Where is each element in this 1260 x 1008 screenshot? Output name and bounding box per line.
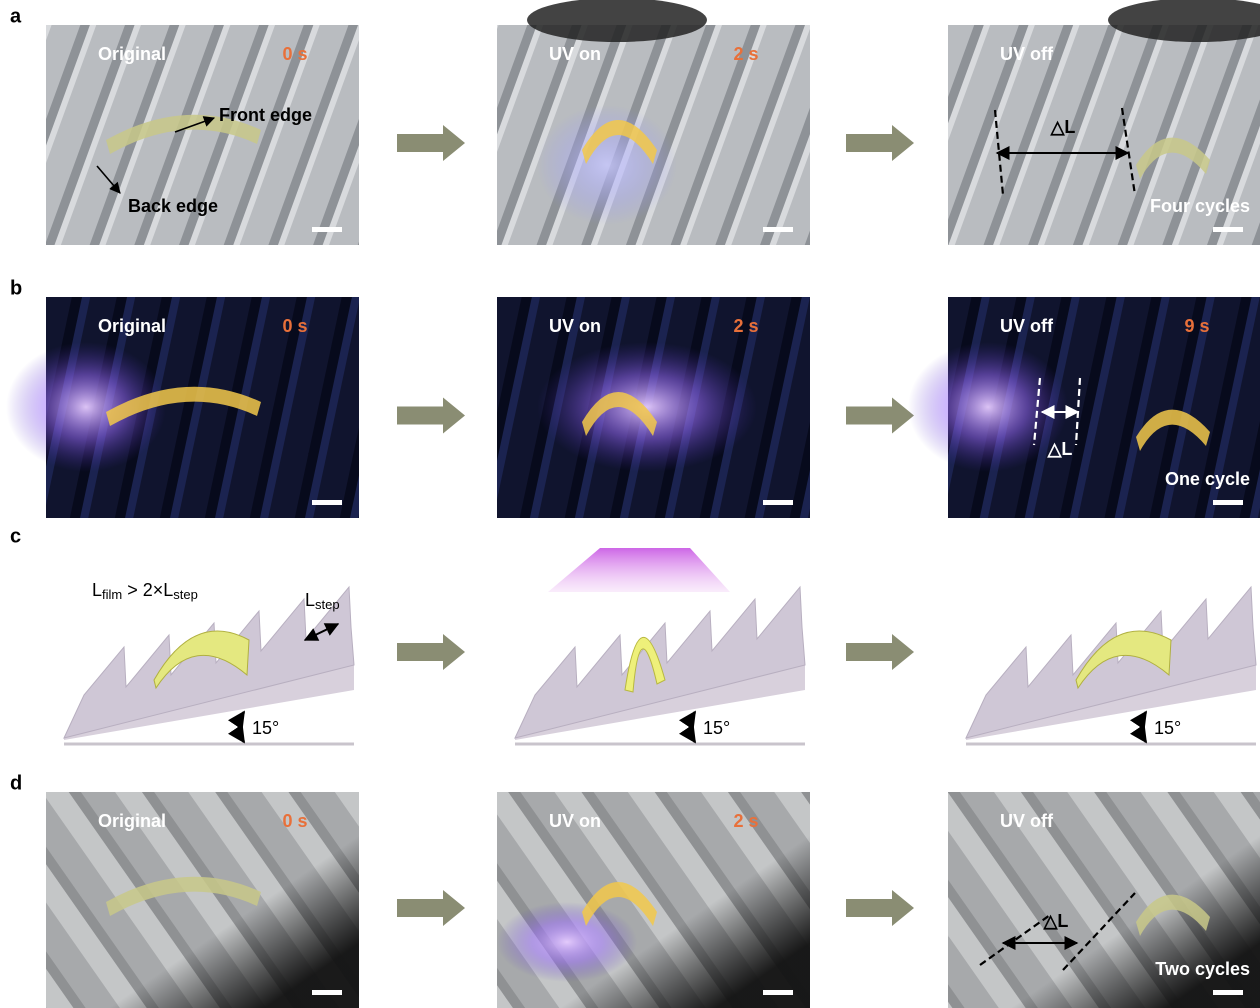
uv-glow [497,902,637,982]
step-arrow [397,634,465,670]
step-length-label: Lstep [305,590,340,613]
figure: a Original 0 s Front edge Back edge UV on 2 s U… [0,0,1260,1008]
step-arrow [397,890,465,926]
caption: UV on [549,811,601,831]
scale-bar [1213,990,1243,995]
caption: UV off [1000,316,1054,336]
scale-bar [312,500,342,505]
cycle-note: Four cycles [1150,196,1250,216]
uv-glow [908,342,1068,472]
cycle-note: Two cycles [1155,959,1250,979]
step-length-label-part: step [315,597,340,612]
panel-label: b [10,277,22,299]
caption: Original [98,316,166,336]
angle-label: 15° [1154,718,1181,738]
angle-arrow [1141,712,1146,742]
scale-bar [763,990,793,995]
step-arrow [846,398,914,434]
step-arrow [846,634,914,670]
time-label: 9 s [1184,316,1209,336]
angle-label: 15° [252,718,279,738]
step-arrow [846,125,914,161]
length-condition-part: > 2×L [122,580,173,600]
time-label: 2 s [733,44,758,64]
angle-arrow [690,712,695,742]
edge-label: Back edge [128,196,218,216]
panel-label: d [10,772,22,794]
length-condition-part: step [173,587,198,602]
panel-label: a [10,5,22,27]
length-condition-part: film [102,587,122,602]
scale-bar [312,990,342,995]
cycle-note: One cycle [1165,469,1250,489]
scale-bar [1213,500,1243,505]
time-label: 0 s [282,44,307,64]
lamp-shadow [527,0,707,42]
scale-bar [763,500,793,505]
panel-label: c [10,525,21,547]
time-label: 2 s [733,811,758,831]
caption: UV on [549,316,601,336]
scale-bar [312,227,342,232]
time-label: 0 s [282,316,307,336]
caption: UV off [1000,811,1054,831]
delta-l-label: △L [1050,117,1076,137]
uv-beam [548,548,730,592]
step-length-label-part: L [305,590,315,610]
caption: Original [98,44,166,64]
caption: UV off [1000,44,1054,64]
step-arrow [397,398,465,434]
step-teeth [966,587,1256,738]
caption: Original [98,811,166,831]
photo [497,792,810,1008]
delta-l-label: △L [1043,911,1069,931]
uv-glow [537,342,757,472]
scale-bar [1213,227,1243,232]
step-arrow [397,125,465,161]
edge-label: Front edge [219,105,312,125]
photo [497,297,810,518]
delta-l-label: △L [1047,439,1073,459]
angle-arrow [239,712,244,742]
time-label: 2 s [733,316,758,336]
step-arrow [846,890,914,926]
length-condition: Lfilm > 2×Lstep [92,580,198,603]
time-label: 0 s [282,811,307,831]
scale-bar [763,227,793,232]
shadow [46,792,359,1008]
caption: UV on [549,44,601,64]
length-condition-part: L [92,580,102,600]
angle-label: 15° [703,718,730,738]
photo [46,792,359,1008]
photo [497,0,810,245]
